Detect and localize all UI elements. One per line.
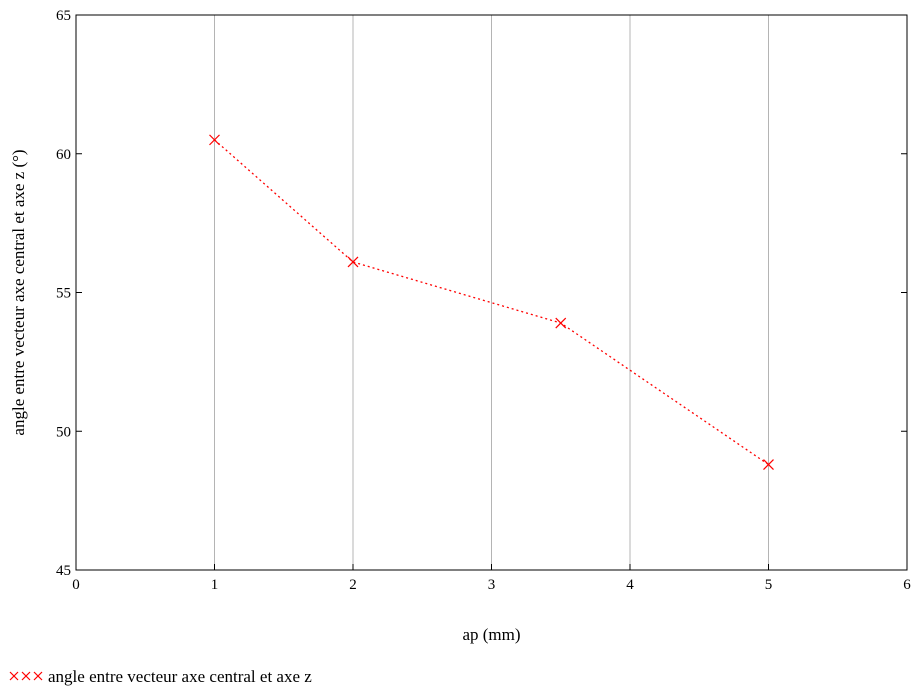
x-tick-label: 1 bbox=[211, 577, 219, 593]
series-group bbox=[209, 134, 774, 470]
x-tick-label: 3 bbox=[488, 577, 496, 593]
data-point bbox=[555, 317, 567, 329]
marker-stroke bbox=[763, 459, 774, 470]
legend-marker-cross bbox=[9, 671, 19, 681]
y-tick-label: 60 bbox=[56, 147, 71, 163]
data-point bbox=[763, 459, 774, 470]
x-axis-title: ap (mm) bbox=[462, 625, 520, 644]
gridlines bbox=[214, 15, 769, 570]
marker-stroke bbox=[21, 671, 31, 681]
legend-marker-cross bbox=[33, 671, 43, 681]
marker-stroke bbox=[33, 671, 43, 681]
legend-marker bbox=[9, 671, 43, 681]
legend-label: angle entre vecteur axe central et axe z bbox=[48, 667, 312, 686]
x-tick-label: 4 bbox=[626, 577, 634, 593]
legend-marker-cross bbox=[21, 671, 31, 681]
x-tick-label: 2 bbox=[349, 577, 357, 593]
y-tick-label: 65 bbox=[56, 8, 71, 24]
marker-stroke bbox=[555, 317, 567, 329]
y-tick-label: 55 bbox=[56, 286, 71, 302]
series-line bbox=[214, 139, 769, 466]
legend: angle entre vecteur axe central et axe z bbox=[9, 667, 312, 686]
marker-stroke bbox=[209, 134, 220, 146]
x-tick-label: 6 bbox=[903, 577, 911, 593]
marker-stroke bbox=[9, 671, 19, 681]
y-tick-label: 45 bbox=[56, 563, 71, 579]
y-axis-title: angle entre vecteur axe central et axe z… bbox=[9, 149, 28, 435]
data-point bbox=[209, 134, 220, 146]
x-tick-label: 5 bbox=[765, 577, 773, 593]
y-tick-label: 50 bbox=[56, 424, 71, 440]
marker-stroke bbox=[347, 256, 359, 268]
data-point bbox=[347, 256, 359, 268]
x-tick-label: 0 bbox=[72, 577, 80, 593]
